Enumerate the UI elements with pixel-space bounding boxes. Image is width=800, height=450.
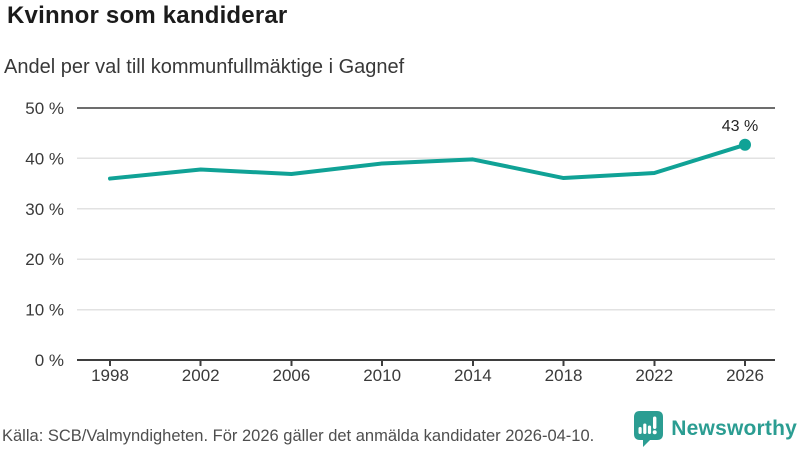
exclamation-dot — [652, 430, 657, 435]
newsworthy-logo[interactable]: Newsworthy — [633, 410, 797, 447]
y-axis-label: 20 % — [25, 250, 64, 269]
x-axis-label: 2026 — [726, 366, 764, 385]
x-axis-label: 2002 — [182, 366, 220, 385]
y-axis-label: 50 % — [25, 99, 64, 118]
y-axis-label: 30 % — [25, 200, 64, 219]
chart-subtitle: Andel per val till kommunfullmäktige i G… — [4, 56, 405, 78]
x-axis-label: 2018 — [545, 366, 583, 385]
x-axis-label: 2006 — [273, 366, 311, 385]
bar-glyph-short — [638, 427, 642, 434]
x-axis-label: 2010 — [363, 366, 401, 385]
x-axis-label: 2022 — [635, 366, 673, 385]
bar-glyph-mid — [648, 425, 652, 434]
end-point-marker — [739, 138, 751, 151]
data-line — [108, 142, 747, 181]
last-value-label: 43 % — [722, 118, 758, 135]
exclamation-bar — [653, 416, 657, 429]
bar-glyph-tall — [643, 423, 647, 434]
y-axis-label: 0 % — [35, 351, 64, 370]
source-note: Källa: SCB/Valmyndigheten. För 2026 gäll… — [2, 427, 595, 445]
y-axis-label: 40 % — [25, 149, 64, 168]
chart-title: Kvinnor som kandiderar — [7, 2, 288, 29]
newsworthy-logo-text: Newsworthy — [671, 416, 797, 440]
y-axis-label: 10 % — [25, 301, 64, 320]
x-axis-label: 1998 — [91, 366, 129, 385]
x-axis-label: 2014 — [454, 366, 492, 385]
newsworthy-logo-icon — [634, 411, 664, 447]
